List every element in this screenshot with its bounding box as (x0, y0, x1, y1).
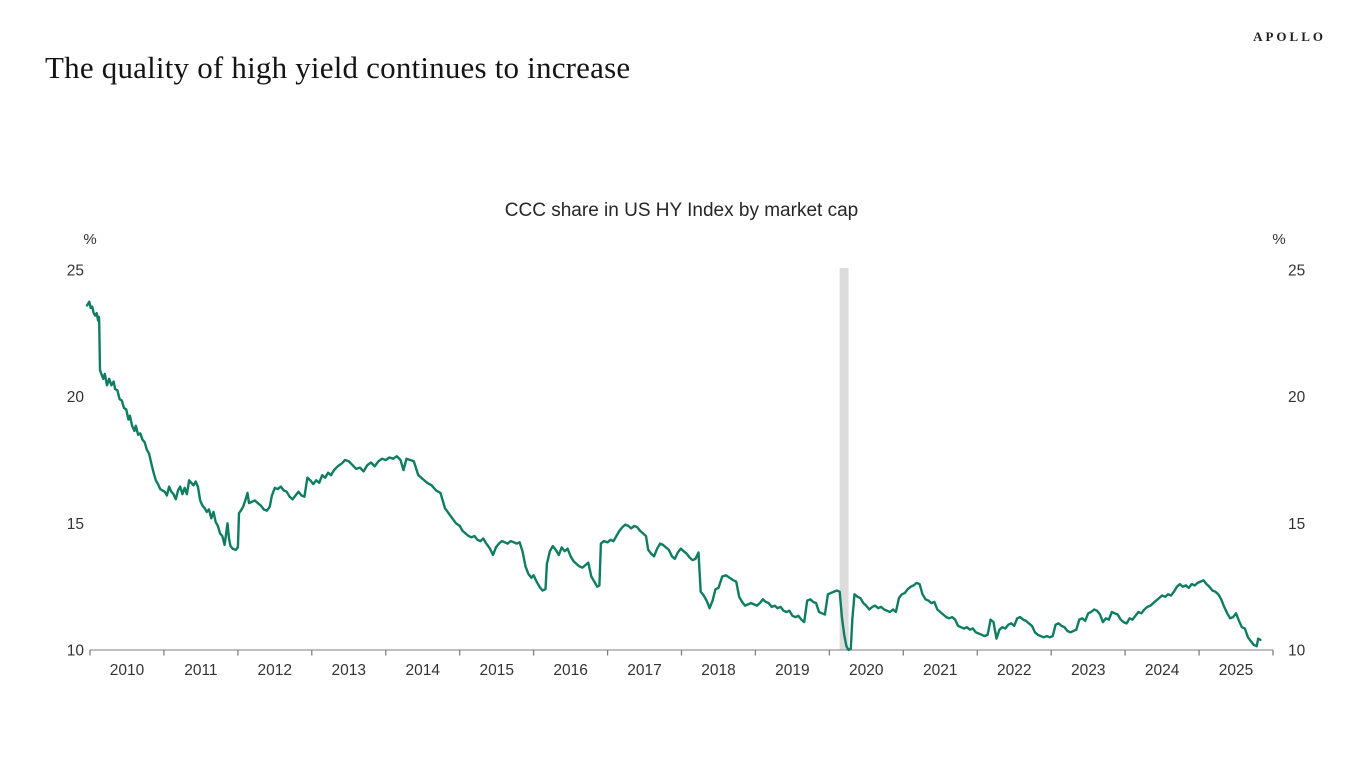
y-tick-label-left: 25 (67, 263, 84, 280)
x-tick-label: 2012 (258, 662, 292, 679)
x-tick-label: 2017 (627, 662, 661, 679)
ccc-share-line (85, 300, 1262, 652)
y-tick-label-right: 10 (1288, 643, 1306, 660)
y-axis-unit-right: % (1272, 231, 1286, 248)
y-tick-label-left: 20 (67, 389, 85, 406)
x-tick-label: 2023 (1071, 662, 1105, 679)
x-tick-label: 2022 (997, 662, 1031, 679)
x-tick-label: 2014 (405, 662, 440, 679)
x-tick-label: 2010 (110, 662, 145, 679)
x-tick-label: 2019 (775, 662, 809, 679)
x-tick-label: 2025 (1219, 662, 1253, 679)
x-tick-label: 2024 (1145, 662, 1180, 679)
x-tick-label: 2011 (184, 662, 217, 679)
y-axis-unit-left: % (83, 231, 97, 248)
apollo-logo: APOLLO (1253, 29, 1326, 44)
y-tick-label-left: 10 (67, 643, 85, 660)
x-tick-label: 2018 (701, 662, 735, 679)
y-tick-label-left: 15 (67, 516, 84, 533)
chart-title: CCC share in US HY Index by market cap (504, 200, 859, 221)
page-title: The quality of high yield continues to i… (45, 50, 631, 85)
y-tick-label-right: 15 (1288, 516, 1305, 533)
x-tick-label: 2016 (553, 662, 587, 679)
y-tick-label-right: 20 (1288, 389, 1306, 406)
x-tick-label: 2020 (849, 662, 884, 679)
x-tick-label: 2013 (332, 662, 366, 679)
y-tick-label-right: 25 (1288, 263, 1305, 280)
x-tick-label: 2015 (479, 662, 513, 679)
x-tick-label: 2021 (923, 662, 957, 679)
recession-band (839, 268, 849, 650)
